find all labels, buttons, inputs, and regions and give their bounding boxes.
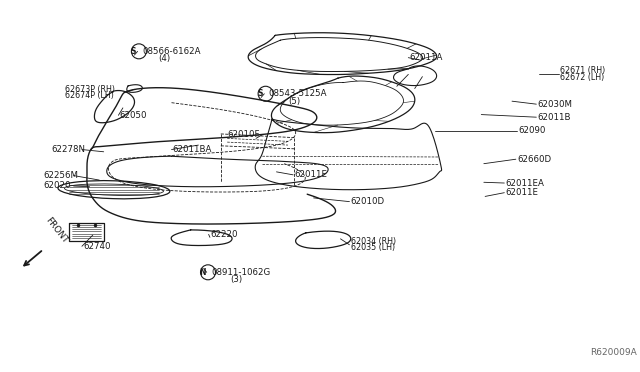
- Text: 08911-1062G: 08911-1062G: [211, 268, 271, 277]
- Text: S: S: [131, 47, 136, 56]
- Text: 08566-6162A: 08566-6162A: [142, 47, 200, 56]
- Text: 62674P (LH): 62674P (LH): [65, 92, 114, 100]
- Text: 62011A: 62011A: [410, 53, 443, 62]
- Text: 62256M: 62256M: [44, 171, 79, 180]
- Text: 62278N: 62278N: [51, 145, 85, 154]
- Text: FRONT: FRONT: [44, 215, 69, 245]
- Text: 62010D: 62010D: [351, 197, 385, 206]
- Text: 62030M: 62030M: [538, 100, 573, 109]
- Text: 62011E: 62011E: [294, 170, 328, 179]
- Text: 62011B: 62011B: [538, 113, 571, 122]
- Text: 62011BA: 62011BA: [173, 145, 212, 154]
- Text: 62090: 62090: [518, 126, 546, 135]
- Text: 62672 (LH): 62672 (LH): [560, 73, 604, 81]
- Text: 62034 (RH): 62034 (RH): [351, 237, 396, 246]
- Text: 62011EA: 62011EA: [506, 179, 545, 187]
- Text: N: N: [199, 268, 205, 277]
- Text: (5): (5): [288, 97, 300, 106]
- Text: (3): (3): [230, 275, 243, 284]
- Text: 62020: 62020: [44, 182, 71, 190]
- Text: 62740: 62740: [83, 242, 111, 251]
- Text: S: S: [257, 89, 262, 98]
- Text: 08543-5125A: 08543-5125A: [269, 89, 327, 98]
- Text: 62660D: 62660D: [517, 155, 551, 164]
- Text: 62671 (RH): 62671 (RH): [560, 66, 605, 75]
- Text: (4): (4): [159, 54, 171, 63]
- Text: 62011E: 62011E: [506, 188, 539, 197]
- Text: 62050: 62050: [120, 111, 147, 120]
- Text: 62220: 62220: [210, 230, 237, 239]
- Text: 62673P (RH): 62673P (RH): [65, 85, 115, 94]
- Text: 62010F: 62010F: [227, 130, 260, 139]
- Text: R620009A: R620009A: [590, 348, 637, 357]
- Text: 62035 (LH): 62035 (LH): [351, 243, 395, 252]
